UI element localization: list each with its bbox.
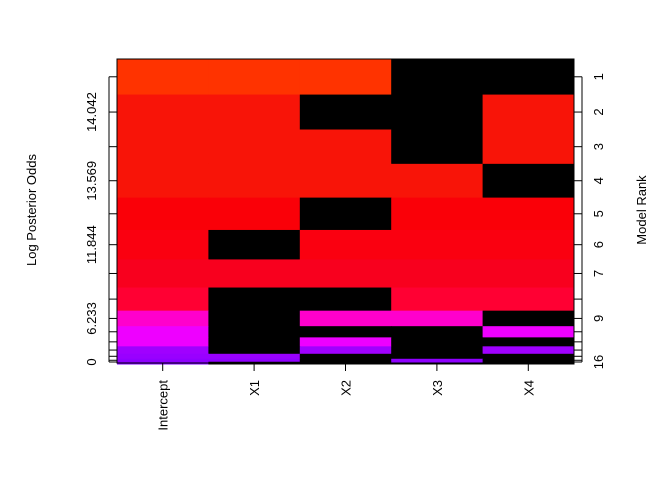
right-tick-label: 9 <box>591 315 606 322</box>
right-tick-label: 16 <box>591 355 606 369</box>
cell-rank-7-x2 <box>299 259 392 289</box>
right-tick-label: 1 <box>591 73 606 80</box>
y-axis-right-title: Model Rank <box>634 175 649 245</box>
cell-rank-6-x1 <box>208 229 301 260</box>
cell-rank-4-x2 <box>299 163 392 199</box>
cell-rank-3-x4 <box>482 129 575 165</box>
cells-group <box>117 59 575 365</box>
cell-rank-6-x2 <box>299 229 392 260</box>
cell-rank-14-intercept <box>117 358 209 363</box>
variable-label: X2 <box>339 380 354 396</box>
cell-rank-12-x3 <box>391 346 484 355</box>
cell-rank-14-x4 <box>482 358 575 363</box>
right-tick-label: 3 <box>591 143 606 150</box>
cell-rank-9-x3 <box>391 310 484 327</box>
cell-rank-14-x3 <box>391 358 484 363</box>
axes-group: 14.042 13.569 11.844 6.233 0 1 2 3 4 5 6 7 9 16 Interc… <box>84 73 606 430</box>
right-tick-label: 4 <box>591 177 606 184</box>
cell-rank-9-x4 <box>482 310 575 327</box>
cell-rank-5-intercept <box>117 197 209 231</box>
cell-rank-11-x2 <box>299 337 392 347</box>
variable-label: Intercept <box>156 380 171 431</box>
cell-rank-13-x2 <box>299 353 392 360</box>
right-tick-label: 6 <box>591 241 606 248</box>
cell-rank-11-x3 <box>391 337 484 347</box>
left-tick-label: 14.042 <box>84 92 99 132</box>
cell-rank-12-x4 <box>482 346 575 355</box>
left-tick-label: 11.844 <box>84 225 99 264</box>
cell-rank-1-intercept <box>117 59 209 96</box>
cell-rank-14-x1 <box>208 358 301 363</box>
cell-rank-12-x1 <box>208 346 301 355</box>
cell-rank-4-x1 <box>208 163 301 199</box>
cell-rank-1-x2 <box>299 59 392 96</box>
cell-rank-5-x3 <box>391 197 484 231</box>
cell-rank-8-intercept <box>117 287 209 312</box>
cell-rank-4-intercept <box>117 163 209 199</box>
cell-rank-2-intercept <box>117 94 209 131</box>
y-axis-left-title: Log Posterior Odds <box>24 154 39 267</box>
cell-rank-4-x4 <box>482 163 575 199</box>
cell-rank-11-x1 <box>208 337 301 347</box>
cell-rank-5-x4 <box>482 197 575 231</box>
cell-rank-12-intercept <box>117 346 209 355</box>
left-tick-label: 0 <box>84 358 99 365</box>
variable-label: X4 <box>521 380 536 396</box>
cell-rank-11-intercept <box>117 337 209 347</box>
cell-rank-7-x3 <box>391 259 484 289</box>
cell-rank-8-x4 <box>482 287 575 312</box>
cell-rank-2-x3 <box>391 94 484 131</box>
cell-rank-3-x3 <box>391 129 484 165</box>
cell-rank-13-intercept <box>117 353 209 360</box>
cell-rank-3-x1 <box>208 129 301 165</box>
cell-rank-5-x1 <box>208 197 301 231</box>
cell-rank-10-x2 <box>299 326 392 338</box>
cell-rank-14-x2 <box>299 358 392 363</box>
cell-rank-5-x2 <box>299 197 392 231</box>
cell-rank-3-x2 <box>299 129 392 165</box>
cell-rank-6-intercept <box>117 229 209 260</box>
cell-rank-9-intercept <box>117 310 209 327</box>
cell-rank-6-x4 <box>482 229 575 260</box>
cell-rank-1-x4 <box>482 59 575 96</box>
cell-rank-8-x2 <box>299 287 392 312</box>
cell-rank-13-x3 <box>391 353 484 360</box>
right-tick-label: 7 <box>591 270 606 277</box>
cell-rank-10-intercept <box>117 326 209 338</box>
cell-rank-13-x1 <box>208 353 301 360</box>
cell-rank-1-x1 <box>208 59 301 96</box>
cell-rank-7-x1 <box>208 259 301 289</box>
cell-rank-9-x2 <box>299 310 392 327</box>
left-tick-label: 6.233 <box>84 302 99 335</box>
cell-rank-10-x3 <box>391 326 484 338</box>
variable-label: X3 <box>430 380 445 396</box>
cell-rank-8-x3 <box>391 287 484 312</box>
cell-rank-12-x2 <box>299 346 392 355</box>
cell-rank-13-x4 <box>482 353 575 360</box>
cell-rank-4-x3 <box>391 163 484 199</box>
cell-rank-2-x4 <box>482 94 575 131</box>
cell-rank-2-x1 <box>208 94 301 131</box>
right-tick-label: 5 <box>591 210 606 217</box>
cell-rank-8-x1 <box>208 287 301 312</box>
cell-rank-10-x1 <box>208 326 301 338</box>
cell-rank-7-intercept <box>117 259 209 289</box>
cell-rank-1-x3 <box>391 59 484 96</box>
cell-rank-3-intercept <box>117 129 209 165</box>
cell-rank-7-x4 <box>482 259 575 289</box>
cell-rank-10-x4 <box>482 326 575 338</box>
cell-rank-9-x1 <box>208 310 301 327</box>
cell-rank-11-x4 <box>482 337 575 347</box>
right-tick-label: 2 <box>591 108 606 115</box>
left-tick-label: 13.569 <box>84 161 99 201</box>
variable-label: X1 <box>247 380 262 396</box>
cell-rank-2-x2 <box>299 94 392 131</box>
cell-rank-6-x3 <box>391 229 484 260</box>
